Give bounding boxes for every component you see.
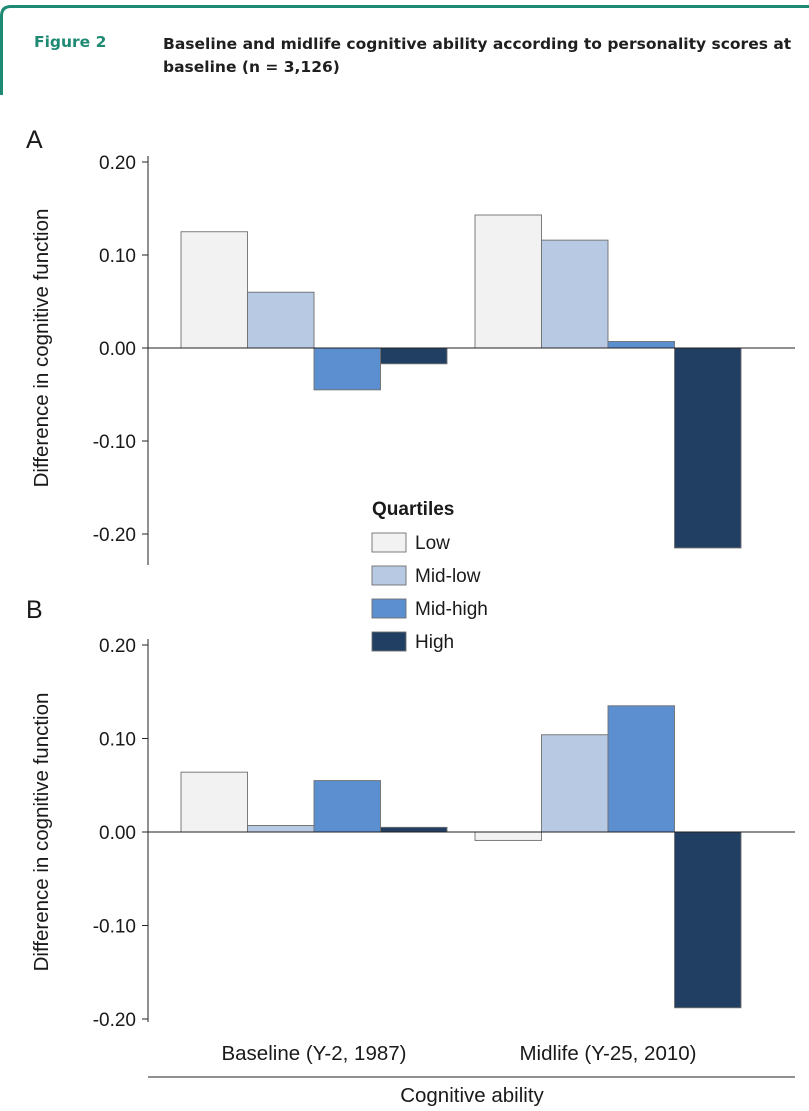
panel-label: B [26, 596, 43, 624]
legend-label: Mid-low [415, 566, 481, 587]
bar-high [380, 347, 448, 365]
bar-mid-low [247, 291, 315, 349]
x-axis-label: Cognitive ability [400, 1084, 544, 1107]
bar-low [180, 231, 248, 349]
legend-swatch-low [371, 532, 407, 553]
y-tick-label: 0.20 [99, 636, 136, 657]
y-tick-label: 0.00 [99, 823, 136, 844]
y-tick-label: 0.10 [99, 730, 136, 751]
y-tick-label: 0.20 [99, 153, 136, 174]
y-axis-label: Difference in cognitive function [30, 693, 53, 972]
y-tick-label: -0.10 [93, 432, 136, 453]
bar-low [474, 831, 542, 841]
y-tick-label: -0.20 [93, 1010, 136, 1031]
bar-mid-low [541, 239, 609, 349]
bar-mid-high [607, 705, 675, 833]
x-category-label: Midlife (Y-25, 2010) [519, 1042, 696, 1065]
panel-label: A [26, 126, 43, 154]
y-tick-label: 0.00 [99, 339, 136, 360]
legend-swatch-high [371, 631, 407, 652]
legend-swatch-mid-high [371, 598, 407, 619]
bar-mid-high [313, 347, 381, 391]
legend-title: Quartiles [372, 499, 454, 520]
bar-high [674, 347, 742, 549]
bar-mid-low [247, 825, 315, 833]
figure-header: Figure 2 Baseline and midlife cognitive … [0, 0, 809, 95]
legend-swatch-mid-low [371, 565, 407, 586]
bar-low [180, 771, 248, 833]
y-tick-label: -0.20 [93, 525, 136, 546]
figure-label: Figure 2 [34, 33, 107, 51]
bar-mid-low [541, 734, 609, 833]
x-category-label: Baseline (Y-2, 1987) [221, 1042, 406, 1065]
bar-high [674, 831, 742, 1009]
bar-mid-high [607, 341, 675, 349]
bar-high [380, 826, 448, 833]
legend-label: High [415, 632, 454, 653]
bar-mid-high [313, 780, 381, 833]
legend-label: Mid-high [415, 599, 488, 620]
figure-header-frame [0, 5, 809, 95]
y-tick-label: 0.10 [99, 246, 136, 267]
legend-label: Low [415, 533, 450, 554]
y-axis-label: Difference in cognitive function [30, 209, 53, 488]
figure-title: Baseline and midlife cognitive ability a… [163, 35, 792, 76]
bar-low [474, 214, 542, 349]
y-tick-label: -0.10 [93, 917, 136, 938]
